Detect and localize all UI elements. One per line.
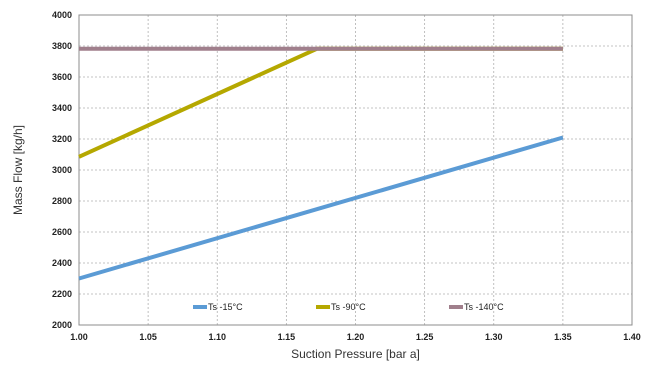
x-tick-label: 1.15 bbox=[278, 332, 296, 342]
series-line-1 bbox=[78, 135, 564, 281]
y-tick-label: 3400 bbox=[52, 103, 72, 113]
x-tick-label: 1.40 bbox=[623, 332, 641, 342]
x-axis-ticks: 1.00 1.05 1.10 1.15 1.20 1.25 1.30 1.35 1.40 bbox=[70, 332, 641, 342]
y-tick-label: 3600 bbox=[52, 72, 72, 82]
y-tick-label: 2000 bbox=[52, 320, 72, 330]
x-tick-label: 1.00 bbox=[70, 332, 88, 342]
series-group bbox=[78, 46, 564, 281]
series-line-2 bbox=[78, 46, 563, 159]
x-axis-label: Suction Pressure [bar a] bbox=[291, 347, 420, 361]
y-tick-label: 2800 bbox=[52, 196, 72, 206]
legend-label: Ts -15°C bbox=[208, 302, 243, 312]
grid bbox=[79, 15, 632, 325]
legend-label: Ts -140°C bbox=[464, 302, 504, 312]
x-tick-label: 1.25 bbox=[416, 332, 434, 342]
x-tick-label: 1.30 bbox=[485, 332, 503, 342]
x-tick-label: 1.05 bbox=[139, 332, 157, 342]
y-axis-ticks: 2000 2200 2400 2600 2800 3000 3200 3400 3600 3800… bbox=[52, 10, 72, 330]
y-tick-label: 3000 bbox=[52, 165, 72, 175]
y-tick-label: 4000 bbox=[52, 10, 72, 20]
x-tick-label: 1.20 bbox=[347, 332, 365, 342]
y-tick-label: 3200 bbox=[52, 134, 72, 144]
legend: Ts -15°C Ts -90°C Ts -140°C bbox=[193, 302, 504, 312]
y-tick-label: 2400 bbox=[52, 258, 72, 268]
y-tick-label: 2200 bbox=[52, 289, 72, 299]
y-axis-label: Mass Flow [kg/h] bbox=[11, 125, 25, 215]
x-tick-label: 1.35 bbox=[554, 332, 572, 342]
y-tick-label: 3800 bbox=[52, 41, 72, 51]
x-tick-label: 1.10 bbox=[208, 332, 226, 342]
legend-label: Ts -90°C bbox=[331, 302, 366, 312]
plot-frame bbox=[78, 14, 633, 326]
y-tick-label: 2600 bbox=[52, 227, 72, 237]
